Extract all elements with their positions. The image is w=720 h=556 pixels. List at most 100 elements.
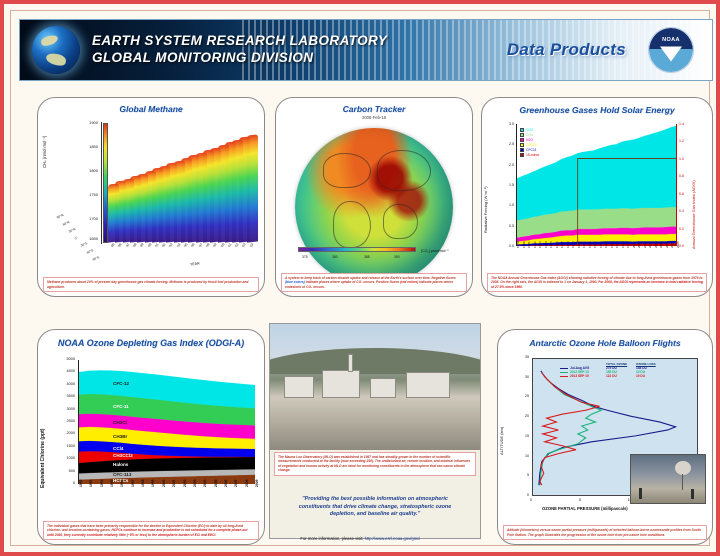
photo-caption-c: location, and minimal influences of vege… bbox=[278, 459, 471, 468]
ghg-legend-item: CH4 bbox=[520, 133, 539, 137]
ghg-xtick: 1983 bbox=[538, 241, 543, 248]
odgi-xtick: 2001 bbox=[172, 479, 177, 487]
ghg-xtick: 1989 bbox=[571, 241, 576, 248]
ghg-left-tick: 1.0 bbox=[509, 203, 514, 208]
odgi-ytick: 3000 bbox=[66, 406, 75, 411]
observatory-tower bbox=[348, 354, 353, 372]
panel-antarctic-ozone: Antarctic Ozone Hole Balloon Flights ALT… bbox=[497, 329, 713, 545]
odgi-species-label: CCl4 bbox=[113, 445, 124, 451]
carbon-caption-c2: indicate places where emissions of bbox=[285, 280, 454, 289]
ghg-legend-item: CFC11 bbox=[520, 148, 539, 152]
ozone-legend-col-2: OZONE LOSS bbox=[636, 362, 656, 366]
methane-caption-line-2: is produced by fossil fuel production an… bbox=[47, 280, 249, 289]
methane-panel-title: Global Methane bbox=[119, 104, 183, 114]
methane-xtick: '02 bbox=[234, 242, 240, 248]
methane-xtick: '98 bbox=[204, 242, 211, 248]
ghg-left-tick: 2.0 bbox=[509, 162, 514, 167]
ghg-legend-swatch bbox=[520, 153, 524, 157]
ghg-xtick: 2006 bbox=[664, 241, 669, 248]
ozone-legend-total: 122 DU bbox=[606, 374, 617, 378]
ghg-xtick: 2004 bbox=[653, 241, 658, 248]
odgi-species-label: CFC-12 bbox=[113, 381, 130, 387]
ghg-right-tick: 1.4 bbox=[679, 122, 684, 126]
ozone-legend-line bbox=[560, 371, 568, 373]
ghg-xtick: 2008 bbox=[676, 241, 680, 248]
balloon-tether bbox=[682, 474, 683, 490]
ghg-legend-item: CO2 bbox=[520, 128, 539, 132]
ghg-xtick: 1994 bbox=[598, 241, 603, 248]
ghg-right-tick: 0.2 bbox=[679, 226, 684, 231]
ghg-right-tick: 0.8 bbox=[679, 174, 684, 179]
ghg-xtick: 1995 bbox=[604, 241, 609, 248]
ghg-legend-label: CO2 bbox=[526, 128, 533, 132]
ghg-xtick: 2005 bbox=[659, 241, 664, 248]
ozone-ytick: 30 bbox=[525, 374, 529, 379]
ghg-xtick: 1993 bbox=[593, 241, 598, 248]
ghg-right-tick: 0.4 bbox=[679, 209, 684, 214]
noaa-logo-top bbox=[649, 28, 693, 51]
carbon-tracker-date: 2008-Feb-18 bbox=[362, 115, 386, 120]
organization-title: EARTH SYSTEM RESEARCH LABORATORY GLOBAL … bbox=[92, 32, 387, 66]
ghg-xtick: 1997 bbox=[615, 241, 620, 248]
ghg-legend-label: 15-minor bbox=[526, 153, 540, 157]
odgi-species-label: CFC-113 bbox=[113, 471, 132, 477]
odgi-area-svg bbox=[78, 370, 256, 485]
org-line-2: GLOBAL MONITORING DIVISION bbox=[92, 50, 314, 65]
photo-caption-a: The Mauna Loa Observatory (MLO) was esta… bbox=[278, 455, 436, 459]
ozone-legend-header: TOTAL OZONE OZONE LOSS bbox=[560, 362, 666, 366]
ghg-caption-c-red: For 2008, the AGGI represents an increas… bbox=[491, 280, 703, 289]
ghg-legend-item: CFC12 bbox=[520, 143, 539, 147]
carbon-caption-b: surface over time. Negative fluxes bbox=[402, 275, 456, 280]
coastline-outline bbox=[377, 150, 431, 192]
carbon-colorbar-tick: 375 bbox=[302, 255, 308, 259]
methane-xtick: '01 bbox=[226, 242, 233, 248]
ozone-ytick: 35 bbox=[525, 355, 529, 359]
ghg-xtick: 2002 bbox=[642, 241, 647, 248]
ghg-left-tick: 0.5 bbox=[509, 223, 514, 228]
ozone-profile-svg bbox=[538, 370, 678, 486]
ozone-legend-label: 2012 SEP 13 bbox=[570, 370, 589, 374]
odgi-xtick: 2000 bbox=[161, 479, 166, 487]
odgi-species-label: CH3CCl3 bbox=[113, 453, 133, 459]
mauna-loa-observatory-photo bbox=[270, 324, 480, 450]
photo-hill-decoration bbox=[270, 348, 480, 374]
noaa-logo-label: NOAA bbox=[662, 37, 680, 43]
ghg-right-tick: 1.0 bbox=[679, 156, 684, 161]
ozone-legend-loss: 14 DU bbox=[636, 370, 646, 374]
mission-statement: "Providing the best possible information… bbox=[278, 496, 472, 519]
ghg-xtick: 1987 bbox=[560, 241, 565, 248]
carbon-colorbar-tick: 390 bbox=[394, 255, 400, 259]
odgi-caption-a: The individual gases that have been prim… bbox=[47, 523, 183, 528]
ghg-legend-item: 15-minor bbox=[520, 153, 539, 157]
methane-xtick: '90 bbox=[146, 242, 153, 248]
methane-ytick: 1700 bbox=[89, 216, 98, 221]
methane-xtick: '95 bbox=[183, 242, 189, 248]
ghg-left-tick: 2.5 bbox=[509, 142, 514, 147]
ghg-xtick: 1992 bbox=[587, 241, 592, 248]
ghg-xtick: 1999 bbox=[626, 241, 631, 248]
ozone-legend-label: Jul-Aug AVG bbox=[570, 366, 590, 370]
ghg-left-tick: 1.5 bbox=[509, 183, 514, 187]
ghg-legend-swatch bbox=[520, 143, 524, 147]
aggi-reference-line bbox=[577, 158, 677, 246]
carbon-colorbar-tick: 385 bbox=[364, 255, 370, 259]
ghg-caption-c: on January 1, 1990. bbox=[566, 280, 599, 285]
carbon-colorbar-tick: 380 bbox=[332, 255, 338, 259]
ghg-caption-a: The NOAA Annual Greenhouse Gas Index (AG… bbox=[491, 275, 636, 280]
methane-x-axis: YEAR '85'86'87'88'89'90'91'92'93'94'95'9… bbox=[104, 242, 259, 268]
methane-caption-line-1: Methane produces about 20% of present da… bbox=[47, 280, 183, 285]
ghg-legend-label: N2O bbox=[526, 138, 533, 142]
ghg-xtick: 1990 bbox=[576, 241, 581, 248]
ghg-legend-label: CFC11 bbox=[526, 148, 537, 152]
odgi-ytick: 0 bbox=[72, 481, 75, 485]
odgi-xtick: 2005 bbox=[213, 479, 218, 487]
footer-url-link[interactable]: http://www.esrl.noaa.gov/gmd bbox=[364, 536, 420, 541]
odgi-species-label: CH3Br bbox=[113, 433, 128, 439]
methane-xtick: '94 bbox=[175, 242, 182, 248]
ghg-legend-label: CH4 bbox=[526, 133, 533, 137]
odgi-ytick: 3500 bbox=[66, 394, 75, 399]
ozone-xtick: 10 bbox=[628, 498, 632, 502]
ozone-legend-line bbox=[560, 367, 568, 369]
methane-ytick: 1650 bbox=[89, 236, 98, 241]
methane-xtick: '89 bbox=[139, 242, 145, 248]
